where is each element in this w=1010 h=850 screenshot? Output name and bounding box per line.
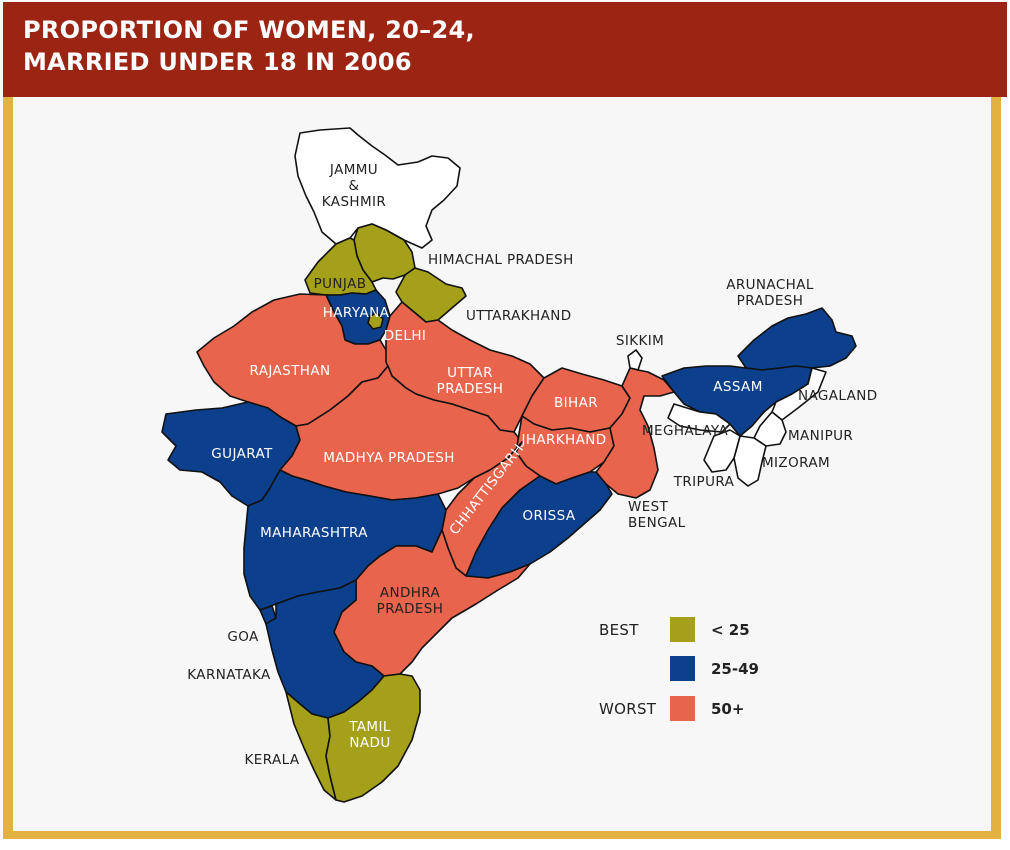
label-mizoram: MIZORAM bbox=[762, 455, 830, 471]
region-jammu-kashmir bbox=[294, 127, 461, 249]
label-sikkim: SIKKIM bbox=[616, 333, 664, 349]
label-orissa: ORISSA bbox=[522, 508, 575, 524]
label-tripura: TRIPURA bbox=[673, 474, 735, 490]
title-banner: PROPORTION OF WOMEN, 20–24, MARRIED UNDE… bbox=[3, 2, 1007, 97]
region-meghalaya bbox=[667, 403, 731, 433]
region-manipur bbox=[753, 411, 787, 447]
region-orissa bbox=[465, 471, 613, 579]
legend-range-worst: 50+ bbox=[711, 700, 744, 718]
label-tamil-nadu: TAMIL NADU bbox=[348, 719, 391, 751]
label-himachal-pradesh: HIMACHAL PRADESH bbox=[428, 252, 574, 268]
label-rajasthan: RAJASTHAN bbox=[250, 363, 331, 379]
label-andhra-pradesh: ANDHRA PRADESH bbox=[377, 585, 444, 617]
label-gujarat: GUJARAT bbox=[211, 446, 273, 462]
label-maharashtra: MAHARASHTRA bbox=[260, 525, 368, 541]
label-karnataka: KARNATAKA bbox=[187, 667, 271, 683]
legend-swatch-mid bbox=[670, 656, 695, 681]
legend: BEST WORST < 25 25-49 50+ bbox=[599, 617, 759, 721]
label-west-bengal: WEST BENGAL bbox=[628, 499, 686, 531]
label-delhi: DELHI bbox=[384, 328, 427, 344]
label-uttar-pradesh: UTTAR PRADESH bbox=[437, 365, 504, 397]
label-madhya-pradesh: MADHYA PRADESH bbox=[323, 450, 455, 466]
region-arunachal-pradesh bbox=[737, 307, 857, 371]
legend-range-best: < 25 bbox=[711, 621, 750, 639]
label-goa: GOA bbox=[227, 629, 259, 645]
label-manipur: MANIPUR bbox=[788, 428, 853, 444]
label-jammu-kashmir: JAMMU & KASHMIR bbox=[322, 162, 386, 210]
legend-worst-label: WORST bbox=[599, 700, 657, 718]
label-assam: ASSAM bbox=[713, 379, 763, 395]
legend-swatch-best bbox=[670, 617, 695, 642]
region-west-bengal bbox=[595, 367, 675, 499]
label-meghalaya: MEGHALAYA bbox=[642, 423, 728, 439]
region-delhi bbox=[367, 312, 384, 330]
region-andhra-pradesh bbox=[333, 529, 531, 677]
label-nagaland: NAGALAND bbox=[798, 388, 878, 404]
region-sikkim bbox=[627, 349, 643, 371]
region-mizoram bbox=[733, 435, 767, 487]
legend-swatch-worst bbox=[670, 696, 695, 721]
legend-best-label: BEST bbox=[599, 621, 639, 639]
label-kerala: KERALA bbox=[245, 752, 300, 768]
label-punjab: PUNJAB bbox=[314, 276, 367, 292]
legend-range-mid: 25-49 bbox=[711, 660, 759, 678]
region-tripura bbox=[703, 429, 741, 473]
page-title: PROPORTION OF WOMEN, 20–24, MARRIED UNDE… bbox=[23, 16, 475, 76]
label-jharkhand: JHARKHAND bbox=[520, 432, 606, 448]
label-uttarakhand: UTTARAKHAND bbox=[466, 308, 572, 324]
label-bihar: BIHAR bbox=[554, 395, 598, 411]
label-arunachal-pradesh: ARUNACHAL PRADESH bbox=[726, 277, 814, 309]
region-tamil-nadu bbox=[325, 673, 421, 803]
label-haryana: HARYANA bbox=[323, 305, 390, 321]
